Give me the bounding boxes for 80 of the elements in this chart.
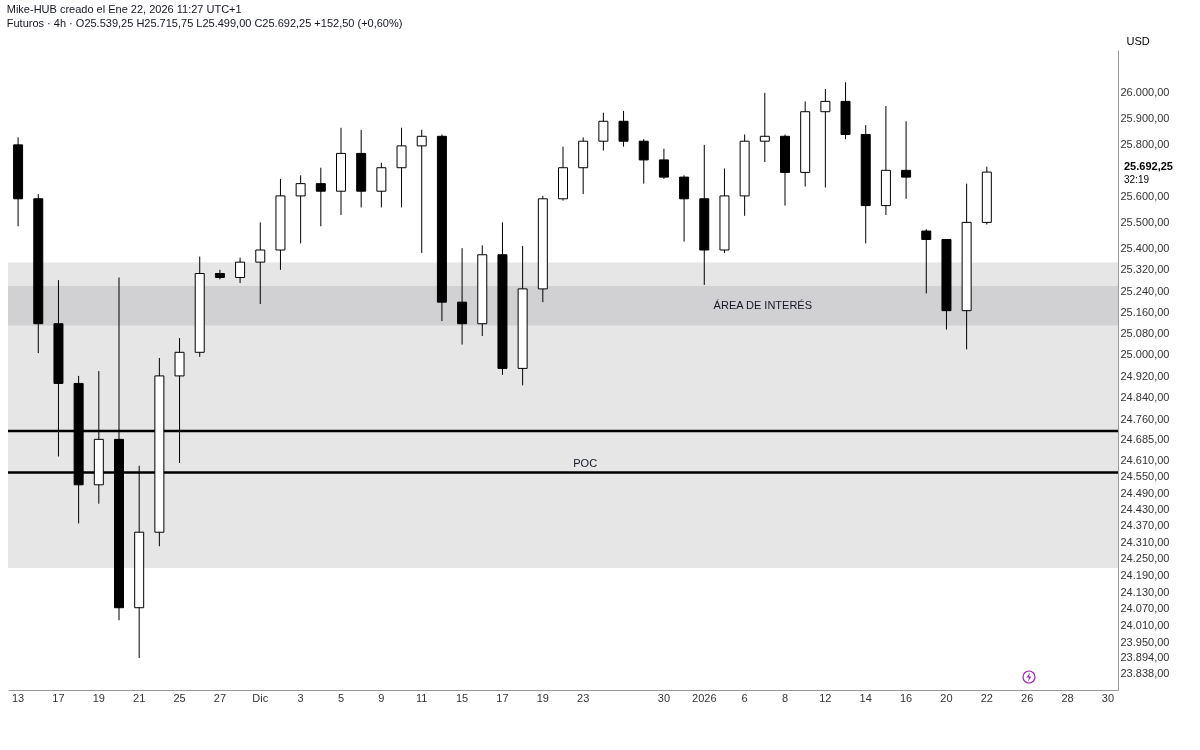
- y-tick-label: 24.920,00: [1120, 369, 1170, 382]
- x-tick-label: 28: [1061, 691, 1074, 704]
- x-tick-label: 27: [213, 691, 227, 704]
- x-tick-label: 21: [133, 691, 146, 704]
- candlestick: [457, 247, 468, 346]
- y-tick-label: 26.000,00: [1120, 85, 1170, 98]
- candlestick: [416, 129, 427, 254]
- y-tick-label: 25.240,00: [1120, 284, 1170, 297]
- candlestick: [315, 167, 326, 227]
- candlestick: [658, 148, 669, 180]
- y-tick-label: 24.550,00: [1120, 470, 1170, 483]
- y-tick-label: 25.080,00: [1120, 327, 1170, 340]
- x-tick-label: 9: [378, 691, 385, 704]
- candlestick: [679, 174, 690, 243]
- candlestick: [376, 162, 387, 208]
- y-tick-label: 25.320,00: [1120, 263, 1170, 276]
- x-tick-label: Dic: [252, 691, 269, 704]
- x-tick-label: 30: [657, 691, 671, 704]
- x-tick-label: 8: [781, 691, 789, 704]
- y-tick-label: 24.370,00: [1120, 519, 1170, 532]
- y-tick-label: 25.500,00: [1120, 215, 1170, 228]
- y-axis-title: USD: [1126, 34, 1150, 47]
- candlestick: [820, 88, 831, 189]
- x-tick-label: 19: [536, 691, 549, 704]
- x-tick-label: 11: [416, 691, 428, 704]
- candlestick: [901, 120, 912, 200]
- candlestick: [638, 138, 649, 185]
- candlestick: [921, 228, 932, 294]
- chart-title: Mike-HUB creado el Ene 22, 2026 11:27 UTC+1: [6, 3, 242, 15]
- y-tick-label: 24.610,00: [1120, 453, 1170, 466]
- y-tick-label: 23.838,00: [1120, 667, 1170, 680]
- x-tick-label: 30: [1101, 691, 1115, 704]
- candlestick: [396, 127, 407, 208]
- x-tick-label: 25: [173, 691, 186, 704]
- y-tick-label: 25.160,00: [1120, 305, 1170, 318]
- candlestick: [759, 92, 770, 163]
- y-tick-label: 25.000,00: [1120, 348, 1170, 361]
- x-tick-label: 20: [940, 691, 953, 704]
- x-tick-label: 15: [455, 691, 469, 704]
- y-tick-label: 25.900,00: [1120, 111, 1170, 124]
- candlestick: [255, 221, 266, 305]
- y-tick-label: 25.600,00: [1120, 189, 1170, 202]
- x-tick-label: 6: [741, 691, 748, 704]
- x-tick-label: 13: [11, 691, 25, 704]
- candlestick: [295, 174, 306, 244]
- y-tick-label: 24.250,00: [1120, 552, 1170, 565]
- x-tick-label: 12: [819, 691, 832, 704]
- y-tick-label: 25.800,00: [1120, 137, 1170, 150]
- y-tick-label: 24.310,00: [1120, 535, 1170, 548]
- x-tick-label: 17: [496, 691, 509, 704]
- y-tick-label: 24.010,00: [1120, 619, 1170, 632]
- y-tick-label: 24.840,00: [1120, 391, 1170, 404]
- text: 32:19: [1124, 174, 1150, 186]
- y-tick-label: 24.685,00: [1120, 433, 1170, 446]
- y-tick-label: 24.130,00: [1120, 585, 1170, 598]
- candlestick: [618, 110, 629, 148]
- y-tick-label: 24.760,00: [1120, 413, 1170, 426]
- x-tick-label: 17: [52, 691, 65, 704]
- x-tick-label: 3: [297, 691, 304, 704]
- chart-subtitle: Futuros · 4h · O25.539,25 H25.715,75 L25.499,00 C25.692,25 +152,50 (+0,60%): [6, 17, 403, 29]
- y-tick-label: 24.190,00: [1120, 569, 1170, 582]
- candlestick: [235, 257, 246, 284]
- x-tick-label: 2026: [692, 691, 717, 704]
- y-tick-label: 24.070,00: [1120, 602, 1170, 615]
- y-tick-label: 23.950,00: [1120, 635, 1170, 648]
- x-tick-label: 26: [1021, 691, 1034, 704]
- x-tick-label: 23: [577, 691, 590, 704]
- x-tick-label: 22: [980, 691, 993, 704]
- y-tick-label: 23.894,00: [1120, 651, 1170, 664]
- band-label: ÁREA DE INTERÉS: [713, 298, 813, 311]
- x-tick-label: 16: [899, 691, 913, 704]
- candlestick: [598, 112, 609, 152]
- x-tick-label: 14: [859, 691, 872, 704]
- x-tick-label: 5: [337, 691, 345, 704]
- y-tick-label: 24.430,00: [1120, 502, 1170, 515]
- text: 25.692,25: [1124, 160, 1173, 173]
- x-tick-label: 19: [92, 691, 105, 704]
- y-tick-label: 24.490,00: [1120, 486, 1170, 499]
- ref-line-label: POC: [573, 456, 598, 469]
- y-tick-label: 25.400,00: [1120, 242, 1170, 255]
